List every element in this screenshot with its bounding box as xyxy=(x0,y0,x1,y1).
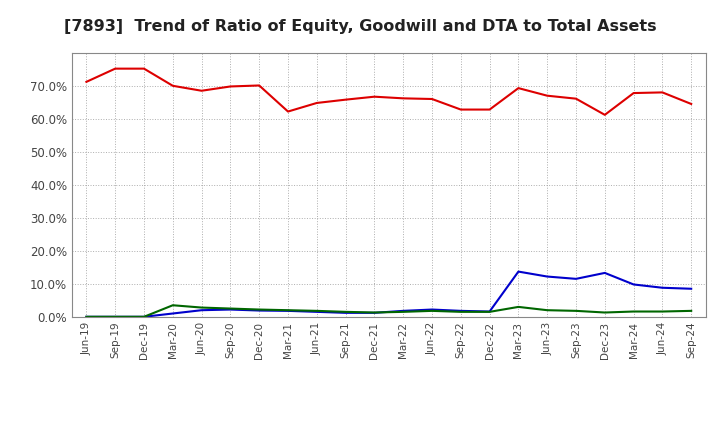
Goodwill xyxy=(456,308,465,313)
Line: Deferred Tax Assets: Deferred Tax Assets xyxy=(86,305,691,317)
Deferred Tax Assets xyxy=(111,314,120,319)
Deferred Tax Assets xyxy=(485,309,494,315)
Equity xyxy=(514,85,523,91)
Equity xyxy=(255,83,264,88)
Equity xyxy=(341,97,350,102)
Deferred Tax Assets xyxy=(255,307,264,312)
Deferred Tax Assets xyxy=(456,309,465,315)
Deferred Tax Assets xyxy=(629,309,638,314)
Deferred Tax Assets xyxy=(197,305,206,310)
Deferred Tax Assets xyxy=(600,310,609,315)
Equity xyxy=(168,83,177,88)
Deferred Tax Assets xyxy=(428,308,436,313)
Deferred Tax Assets xyxy=(399,309,408,315)
Deferred Tax Assets xyxy=(543,308,552,313)
Goodwill xyxy=(111,314,120,319)
Equity xyxy=(600,112,609,117)
Equity xyxy=(456,107,465,112)
Goodwill xyxy=(543,274,552,279)
Equity xyxy=(197,88,206,93)
Line: Equity: Equity xyxy=(86,69,691,115)
Deferred Tax Assets xyxy=(687,308,696,313)
Goodwill xyxy=(485,309,494,314)
Goodwill xyxy=(514,269,523,274)
Goodwill xyxy=(399,308,408,313)
Equity xyxy=(428,96,436,102)
Goodwill xyxy=(226,307,235,312)
Goodwill xyxy=(600,270,609,275)
Equity xyxy=(399,96,408,101)
Deferred Tax Assets xyxy=(658,309,667,314)
Goodwill xyxy=(687,286,696,291)
Equity xyxy=(82,79,91,84)
Deferred Tax Assets xyxy=(370,310,379,315)
Line: Goodwill: Goodwill xyxy=(86,271,691,317)
Equity xyxy=(226,84,235,89)
Equity xyxy=(687,101,696,106)
Goodwill xyxy=(197,308,206,313)
Equity xyxy=(312,100,321,106)
Equity xyxy=(111,66,120,71)
Goodwill xyxy=(168,311,177,316)
Text: [7893]  Trend of Ratio of Equity, Goodwill and DTA to Total Assets: [7893] Trend of Ratio of Equity, Goodwil… xyxy=(63,19,657,34)
Goodwill xyxy=(370,310,379,315)
Goodwill xyxy=(428,307,436,312)
Equity xyxy=(284,109,292,114)
Deferred Tax Assets xyxy=(312,308,321,313)
Equity xyxy=(485,107,494,112)
Goodwill xyxy=(140,314,148,319)
Goodwill xyxy=(312,309,321,315)
Equity xyxy=(629,90,638,95)
Equity xyxy=(543,93,552,98)
Goodwill xyxy=(658,285,667,290)
Goodwill xyxy=(629,282,638,287)
Equity xyxy=(140,66,148,71)
Deferred Tax Assets xyxy=(140,314,148,319)
Goodwill xyxy=(341,310,350,315)
Deferred Tax Assets xyxy=(284,308,292,313)
Deferred Tax Assets xyxy=(572,308,580,313)
Deferred Tax Assets xyxy=(168,303,177,308)
Equity xyxy=(370,94,379,99)
Equity xyxy=(658,90,667,95)
Goodwill xyxy=(255,308,264,313)
Goodwill xyxy=(572,276,580,282)
Deferred Tax Assets xyxy=(341,309,350,315)
Deferred Tax Assets xyxy=(514,304,523,310)
Deferred Tax Assets xyxy=(82,314,91,319)
Deferred Tax Assets xyxy=(226,306,235,311)
Goodwill xyxy=(82,314,91,319)
Equity xyxy=(572,96,580,101)
Goodwill xyxy=(284,308,292,313)
